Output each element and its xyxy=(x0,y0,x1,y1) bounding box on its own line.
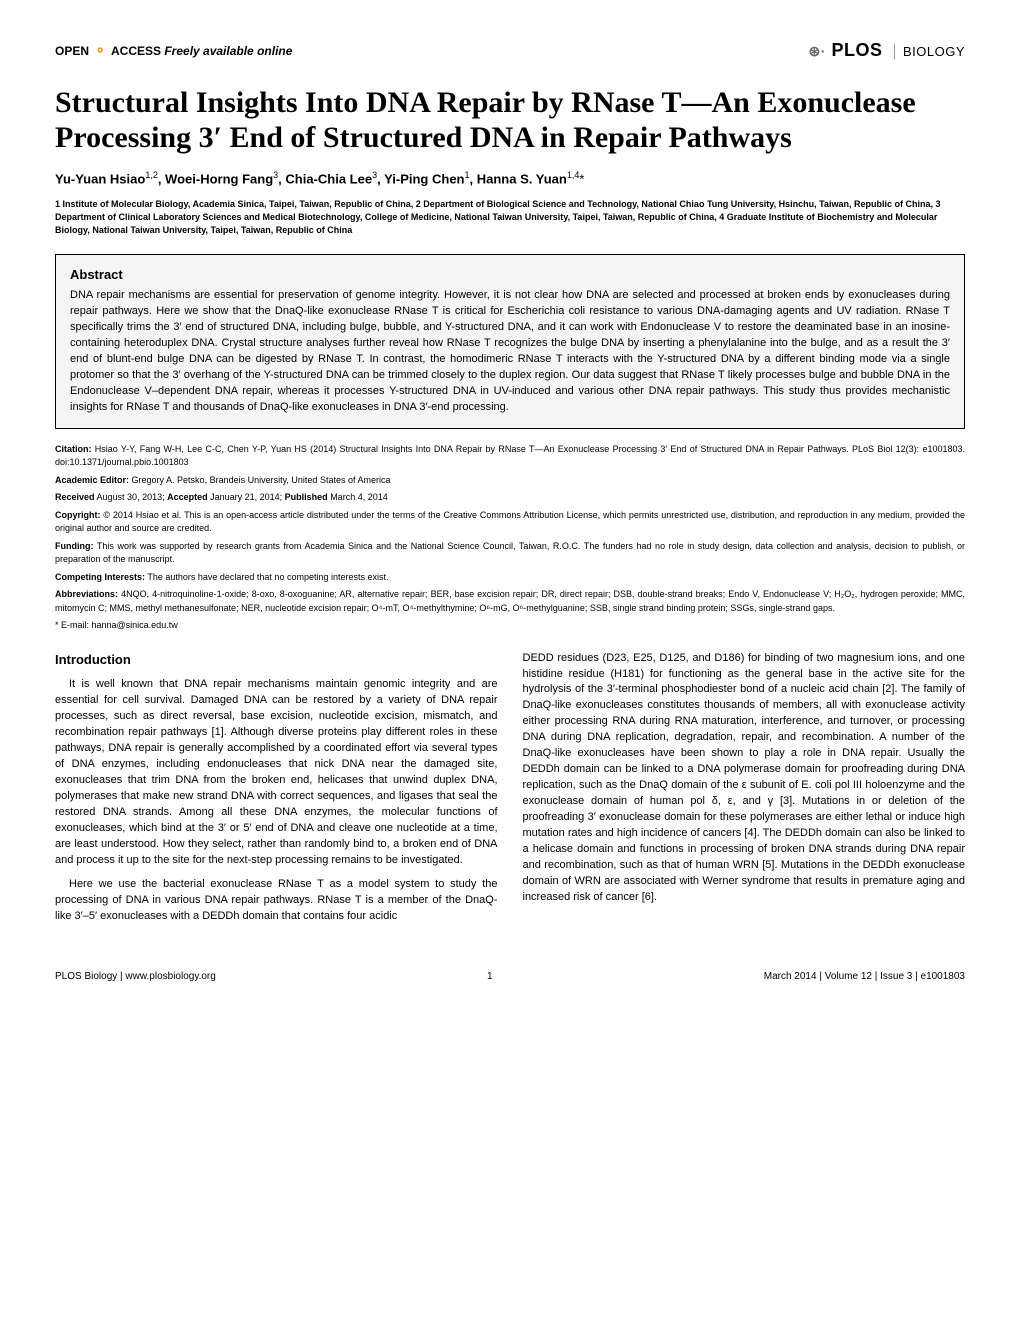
page-container: OPEN ⚬ ACCESS Freely available online ⊛·… xyxy=(0,0,1020,1012)
article-title: Structural Insights Into DNA Repair by R… xyxy=(55,86,965,155)
competing-line: Competing Interests: The authors have de… xyxy=(55,571,965,585)
footer-right: March 2014 | Volume 12 | Issue 3 | e1001… xyxy=(764,971,965,982)
citation-line: Citation: Hsiao Y-Y, Fang W-H, Lee C-C, … xyxy=(55,443,965,470)
dates-line: Received August 30, 2013; Accepted Janua… xyxy=(55,491,965,505)
copyright-label: Copyright: xyxy=(55,510,101,520)
journal-logo: ⊛· PLOS BIOLOGY xyxy=(809,40,965,61)
editor-label: Academic Editor: xyxy=(55,475,129,485)
right-column: DEDD residues (D23, E25, D125, and D186)… xyxy=(523,651,966,933)
affiliations-text: 1 Institute of Molecular Biology, Academ… xyxy=(55,199,940,234)
affiliations: 1 Institute of Molecular Biology, Academ… xyxy=(55,198,965,236)
author-1-sup: 1,2 xyxy=(145,170,158,180)
biology-text: BIOLOGY xyxy=(894,44,965,59)
published-label: Published xyxy=(285,492,328,502)
published-text: March 4, 2014 xyxy=(328,492,388,502)
received-label: Received xyxy=(55,492,95,502)
body-columns: Introduction It is well known that DNA r… xyxy=(55,651,965,933)
received-text: August 30, 2013; xyxy=(95,492,168,502)
editor-line: Academic Editor: Gregory A. Petsko, Bran… xyxy=(55,474,965,488)
author-5: , Hanna S. Yuan xyxy=(470,171,567,186)
open-access-badge: OPEN ⚬ ACCESS Freely available online xyxy=(55,42,292,59)
header-bar: OPEN ⚬ ACCESS Freely available online ⊛·… xyxy=(55,40,965,61)
abstract-text: DNA repair mechanisms are essential for … xyxy=(70,288,950,416)
author-2: , Woei-Horng Fang xyxy=(158,171,273,186)
access-label: ACCESS xyxy=(111,44,161,58)
funding-label: Funding: xyxy=(55,541,93,551)
funding-text: This work was supported by research gran… xyxy=(55,541,965,565)
page-footer: PLOS Biology | www.plosbiology.org 1 Mar… xyxy=(55,963,965,982)
abstract-box: Abstract DNA repair mechanisms are essen… xyxy=(55,254,965,429)
citation-label: Citation: xyxy=(55,444,92,454)
footer-left: PLOS Biology | www.plosbiology.org xyxy=(55,971,216,982)
accepted-label: Accepted xyxy=(167,492,208,502)
corresponding-star: * xyxy=(579,171,584,186)
introduction-heading: Introduction xyxy=(55,651,498,670)
left-column: Introduction It is well known that DNA r… xyxy=(55,651,498,933)
copyright-text: © 2014 Hsiao et al. This is an open-acce… xyxy=(55,510,965,534)
funding-line: Funding: This work was supported by rese… xyxy=(55,540,965,567)
author-1: Yu-Yuan Hsiao xyxy=(55,171,145,186)
editor-text: Gregory A. Petsko, Brandeis University, … xyxy=(129,475,390,485)
author-3: , Chia-Chia Lee xyxy=(278,171,372,186)
intro-paragraph-3: DEDD residues (D23, E25, D125, and D186)… xyxy=(523,651,966,906)
metadata-block: Citation: Hsiao Y-Y, Fang W-H, Lee C-C, … xyxy=(55,443,965,633)
competing-label: Competing Interests: xyxy=(55,572,145,582)
competing-text: The authors have declared that no compet… xyxy=(145,572,388,582)
copyright-line: Copyright: © 2014 Hsiao et al. This is a… xyxy=(55,509,965,536)
author-list: Yu-Yuan Hsiao1,2, Woei-Horng Fang3, Chia… xyxy=(55,170,965,186)
footer-page-number: 1 xyxy=(487,971,493,982)
plos-text: PLOS xyxy=(831,40,882,60)
open-label: OPEN xyxy=(55,44,89,58)
intro-paragraph-1: It is well known that DNA repair mechani… xyxy=(55,677,498,868)
open-access-icon: ⚬ xyxy=(94,42,106,58)
author-5-sup: 1,4 xyxy=(567,170,580,180)
intro-paragraph-2: Here we use the bacterial exonuclease RN… xyxy=(55,877,498,925)
email-line: * E-mail: hanna@sinica.edu.tw xyxy=(55,619,965,633)
author-4: , Yi-Ping Chen xyxy=(377,171,464,186)
abbrev-text: 4NQO, 4-nitroquinoline-1-oxide; 8-oxo, 8… xyxy=(55,589,965,613)
citation-text: Hsiao Y-Y, Fang W-H, Lee C-C, Chen Y-P, … xyxy=(55,444,965,468)
abstract-heading: Abstract xyxy=(70,267,950,282)
abbrev-label: Abbreviations: xyxy=(55,589,118,599)
plos-globe-icon: ⊛· xyxy=(809,43,826,59)
accepted-text: January 21, 2014; xyxy=(208,492,285,502)
abbreviations-line: Abbreviations: 4NQO, 4-nitroquinoline-1-… xyxy=(55,588,965,615)
freely-available-label: Freely available online xyxy=(164,44,292,58)
